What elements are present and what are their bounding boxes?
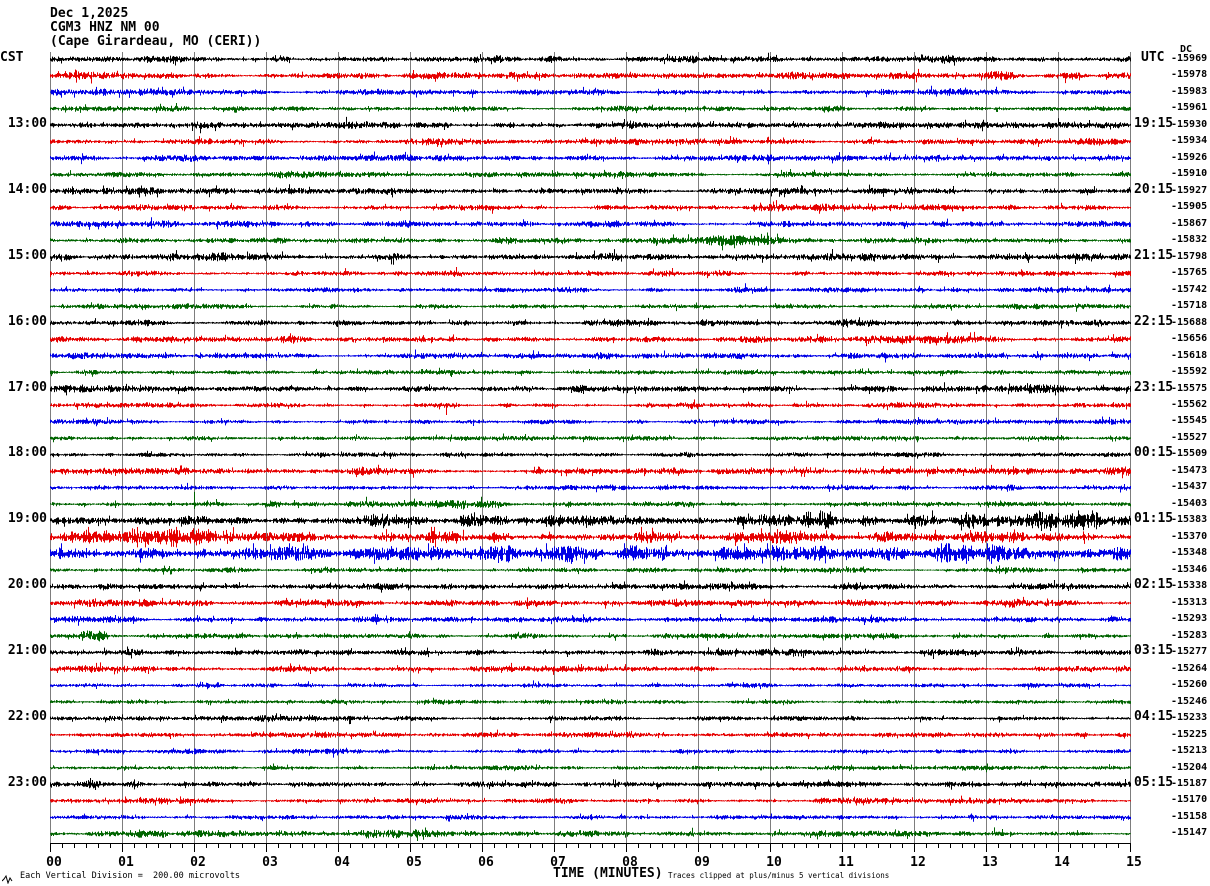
dc-value: -15264 — [1171, 662, 1208, 674]
time-axis-label: TIME (MINUTES) — [553, 866, 663, 881]
utc-hour-label: 20:15 — [1134, 181, 1174, 197]
dc-value: -15383 — [1171, 514, 1208, 526]
x-tick-label: 00 — [46, 855, 62, 870]
header-date: Dec 1,2025 — [50, 6, 129, 21]
dc-value: -15170 — [1171, 794, 1208, 806]
cst-hour-label: 14:00 — [7, 181, 47, 197]
dc-value: -15509 — [1171, 448, 1208, 460]
dc-value: -15656 — [1171, 333, 1208, 345]
dc-value: -15978 — [1171, 69, 1208, 81]
x-tick-label: 04 — [334, 855, 350, 870]
clip-note: Traces clipped at plus/minus 5 vertical … — [668, 871, 890, 880]
x-tick-label: 03 — [262, 855, 278, 870]
dc-value: -15934 — [1171, 135, 1208, 147]
cst-hour-label: 16:00 — [7, 313, 47, 329]
header-location: (Cape Girardeau, MO (CERI)) — [50, 34, 262, 49]
utc-hour-label: 02:15 — [1134, 577, 1174, 593]
dc-value: -15348 — [1171, 547, 1208, 559]
cst-hour-label: 17:00 — [7, 379, 47, 395]
dc-value: -15718 — [1171, 300, 1208, 312]
vertical-scale-note: Each Vertical Division = 200.00 microvol… — [20, 871, 241, 881]
dc-value: -15926 — [1171, 151, 1208, 163]
left-timezone-label: CST — [0, 50, 24, 65]
dc-value: -15437 — [1171, 481, 1208, 493]
dc-value: -15473 — [1171, 464, 1208, 476]
dc-value: -15961 — [1171, 102, 1208, 114]
dc-value: -15742 — [1171, 283, 1208, 295]
utc-hour-label: 03:15 — [1134, 643, 1174, 659]
dc-value: -15187 — [1171, 778, 1208, 789]
utc-hour-label: 23:15 — [1134, 379, 1174, 395]
dc-value: -15969 — [1171, 52, 1208, 64]
dc-value: -15545 — [1171, 415, 1208, 427]
utc-hour-label: 19:15 — [1134, 115, 1174, 131]
dc-value: -15338 — [1171, 580, 1208, 592]
dc-value: -15575 — [1171, 382, 1208, 394]
dc-value: -15927 — [1171, 184, 1208, 196]
dc-value: -15277 — [1171, 646, 1208, 658]
cst-hour-label: 19:00 — [7, 511, 47, 527]
dc-value: -15592 — [1171, 366, 1208, 378]
dc-value: -15983 — [1171, 85, 1208, 97]
utc-hour-label: 01:15 — [1134, 511, 1174, 527]
x-tick-label: 11 — [838, 855, 854, 870]
utc-hour-label: 22:15 — [1134, 313, 1174, 329]
dc-column-header: DC — [1180, 44, 1193, 55]
dc-value: -15905 — [1171, 201, 1208, 213]
dc-value: -15147 — [1171, 827, 1208, 839]
utc-hour-label: 04:15 — [1134, 709, 1174, 725]
dc-value: -15346 — [1171, 563, 1208, 575]
dc-value: -15688 — [1171, 316, 1208, 328]
dc-value: -15313 — [1171, 596, 1208, 608]
x-tick-label: 02 — [190, 855, 206, 870]
utc-hour-label: 00:15 — [1134, 445, 1174, 461]
utc-hour-label: 05:15 — [1134, 775, 1174, 790]
dc-value: -15910 — [1171, 168, 1208, 180]
dc-value: -15867 — [1171, 217, 1208, 229]
utc-hour-label: 21:15 — [1134, 247, 1174, 263]
dc-value: -15213 — [1171, 745, 1208, 757]
cst-hour-label: 21:00 — [7, 643, 47, 659]
x-tick-label: 08 — [622, 855, 638, 870]
x-tick-label: 07 — [550, 855, 566, 870]
dc-value: -15260 — [1171, 679, 1208, 691]
seismogram-squiggle-icon — [2, 874, 13, 884]
x-tick-label: 06 — [478, 855, 494, 870]
dc-value: -15930 — [1171, 118, 1208, 130]
dc-value: -15293 — [1171, 613, 1208, 625]
dc-value: -15618 — [1171, 349, 1208, 361]
right-timezone-label: UTC — [1141, 50, 1165, 65]
dc-value: -15246 — [1171, 695, 1208, 707]
dc-value: -15158 — [1171, 810, 1208, 822]
x-tick-label: 10 — [766, 855, 782, 870]
dc-value: -15765 — [1171, 267, 1208, 279]
cst-hour-label: 23:00 — [7, 775, 47, 790]
cst-hour-label: 20:00 — [7, 577, 47, 593]
dc-value: -15832 — [1171, 234, 1208, 246]
cst-hour-label: 13:00 — [7, 115, 47, 131]
x-tick-label: 13 — [982, 855, 998, 870]
x-tick-label: 01 — [118, 855, 134, 870]
x-tick-label: 12 — [910, 855, 926, 870]
dc-value: -15562 — [1171, 398, 1208, 410]
x-tick-label: 15 — [1126, 855, 1142, 870]
dc-value: -15204 — [1171, 761, 1208, 773]
dc-value: -15225 — [1171, 728, 1208, 740]
dc-value: -15798 — [1171, 250, 1208, 262]
dc-value: -15283 — [1171, 629, 1208, 641]
header-station: CGM3 HNZ NM 00 — [50, 20, 160, 35]
cst-hour-label: 18:00 — [7, 445, 47, 461]
cst-hour-label: 22:00 — [7, 709, 47, 725]
dc-value: -15527 — [1171, 431, 1208, 443]
dc-value: -15233 — [1171, 712, 1208, 724]
cst-hour-label: 15:00 — [7, 247, 47, 263]
dc-value: -15403 — [1171, 497, 1208, 509]
x-tick-label: 05 — [406, 855, 422, 870]
x-tick-label: 14 — [1054, 855, 1070, 870]
x-tick-label: 09 — [694, 855, 710, 870]
dc-value: -15370 — [1171, 530, 1208, 542]
